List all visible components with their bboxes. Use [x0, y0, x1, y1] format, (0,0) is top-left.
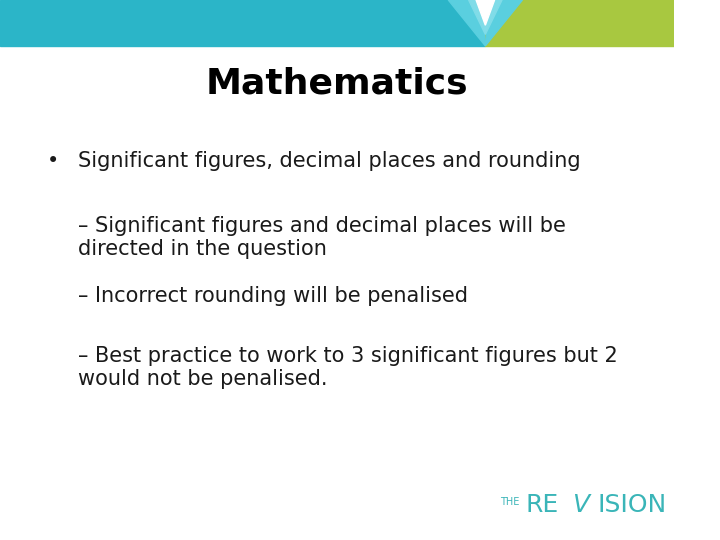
Polygon shape — [449, 0, 485, 46]
Polygon shape — [469, 0, 502, 35]
Text: •: • — [48, 151, 60, 171]
Polygon shape — [485, 0, 523, 46]
Text: ISION: ISION — [598, 493, 667, 517]
Text: V: V — [572, 493, 589, 517]
Text: Significant figures, decimal places and rounding: Significant figures, decimal places and … — [78, 151, 580, 171]
Text: – Best practice to work to 3 significant figures but 2
would not be penalised.: – Best practice to work to 3 significant… — [78, 346, 617, 389]
Text: RE: RE — [526, 493, 559, 517]
Text: – Significant figures and decimal places will be
directed in the question: – Significant figures and decimal places… — [78, 216, 565, 259]
Text: Mathematics: Mathematics — [206, 67, 468, 100]
Polygon shape — [476, 0, 495, 25]
Text: – Incorrect rounding will be penalised: – Incorrect rounding will be penalised — [78, 286, 467, 306]
Polygon shape — [0, 0, 485, 46]
Text: THE: THE — [500, 497, 519, 507]
Polygon shape — [485, 0, 674, 46]
